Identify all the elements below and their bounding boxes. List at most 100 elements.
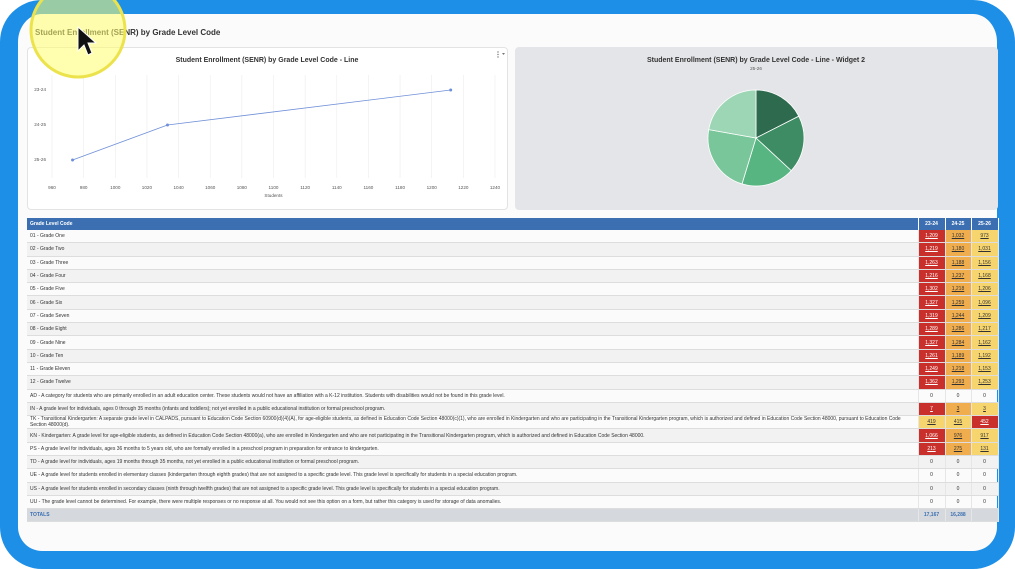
value-link[interactable]: 1,284: [951, 339, 965, 346]
value-cell: 419: [918, 415, 946, 430]
value-text: 0: [930, 459, 933, 466]
value-link[interactable]: 1,209: [978, 312, 991, 319]
x-tick-label: 1180: [395, 185, 405, 190]
pie-slice: [707, 129, 757, 185]
value-cell: 0: [945, 455, 972, 470]
value-link[interactable]: 1,261: [925, 352, 938, 359]
value-cell: 973: [971, 230, 999, 244]
value-link[interactable]: 1,327: [925, 339, 938, 346]
value-cell: 1,284: [945, 335, 972, 350]
value-link[interactable]: 973: [980, 233, 989, 240]
value-link[interactable]: 1,188: [951, 259, 965, 266]
total-cell: TOTALS: [27, 508, 919, 523]
value-link[interactable]: 1,327: [925, 299, 938, 306]
value-link[interactable]: 131: [980, 445, 989, 452]
value-link[interactable]: 1,219: [925, 246, 938, 253]
page-title: Student Enrollment (SENR) by Grade Level…: [35, 28, 221, 37]
value-link[interactable]: 1,180: [951, 246, 965, 253]
value-cell: 0: [945, 482, 972, 496]
value-link[interactable]: 1,218: [951, 366, 965, 373]
value-link[interactable]: 1,032: [951, 233, 965, 240]
value-cell: 3: [945, 402, 972, 417]
row-label: 10 - Grade Ten: [27, 349, 919, 363]
table-row: AD - A category for students who are pri…: [27, 389, 999, 403]
row-label: 05 - Grade Five: [27, 282, 919, 297]
value-link[interactable]: 1,263: [925, 259, 938, 266]
value-cell: 1,286: [945, 322, 972, 337]
table-row: 09 - Grade Nine 1,327 1,284 1,162: [27, 335, 999, 350]
value-link[interactable]: 452: [980, 419, 989, 426]
value-link[interactable]: 3: [983, 406, 986, 412]
value-cell: 7: [918, 402, 946, 417]
value-link[interactable]: 1,168: [978, 273, 991, 280]
value-link[interactable]: 1,206: [978, 286, 991, 293]
x-tick-label: 980: [80, 185, 88, 190]
value-link[interactable]: 1,237: [951, 273, 965, 280]
value-cell: 213: [918, 442, 946, 457]
widget-menu[interactable]: [497, 51, 505, 58]
value-link[interactable]: 7: [930, 406, 933, 412]
value-link[interactable]: 1,259: [951, 299, 965, 306]
value-cell: 1,216: [918, 269, 946, 284]
value-cell: 1,209: [918, 230, 946, 244]
value-cell: 0: [971, 468, 999, 483]
value-link[interactable]: 3: [956, 406, 960, 412]
value-cell: 1,209: [971, 309, 999, 324]
table-row: 02 - Grade Two 1,219 1,180 1,031: [27, 242, 999, 257]
value-link[interactable]: 1,217: [978, 326, 991, 333]
value-link[interactable]: 1,209: [925, 233, 938, 240]
y-tick-label: 24-25: [34, 122, 46, 127]
value-cell: 0: [918, 468, 946, 483]
cursor-arrow: [77, 25, 98, 56]
value-link[interactable]: 1,192: [978, 352, 991, 359]
value-cell: 0: [918, 482, 946, 496]
value-link[interactable]: 1,153: [978, 366, 991, 373]
line-widget: [27, 47, 508, 210]
table-row: 12 - Grade Twelve 1,362 1,293 1,253: [27, 375, 999, 390]
value-link[interactable]: 415: [953, 419, 963, 426]
row-label: 04 - Grade Four: [27, 269, 919, 284]
value-link[interactable]: 1,189: [951, 352, 965, 359]
value-cell: 1,096: [971, 295, 999, 310]
value-link[interactable]: 1,302: [925, 286, 938, 293]
value-cell: 0: [971, 389, 999, 403]
table-row: 07 - Grade Seven 1,319 1,244 1,209: [27, 309, 999, 324]
value-link[interactable]: 419: [927, 419, 936, 426]
value-cell: 1,218: [945, 282, 972, 297]
value-link[interactable]: 917: [980, 432, 989, 439]
value-link[interactable]: 1,216: [925, 273, 938, 280]
x-tick-label: 1120: [300, 185, 310, 190]
chart-title: Student Enrollment (SENR) by Grade Level…: [176, 57, 359, 64]
value-cell: 1,156: [971, 256, 999, 270]
value-cell: 1,217: [971, 322, 999, 337]
value-cell: 1,153: [971, 362, 999, 377]
value-cell: 976: [945, 428, 972, 443]
value-link[interactable]: 1,162: [978, 339, 991, 346]
chart-subtitle: 25-26: [750, 66, 762, 71]
value-link[interactable]: 1,218: [951, 286, 965, 293]
value-link[interactable]: 1,249: [925, 366, 938, 373]
value-link[interactable]: 1,289: [925, 326, 938, 333]
value-link[interactable]: 1,066: [925, 432, 938, 439]
value-link[interactable]: 275: [953, 445, 963, 452]
value-link[interactable]: 1,096: [978, 299, 991, 306]
value-link[interactable]: 1,362: [925, 379, 938, 386]
line-point: [449, 88, 453, 92]
data-table: Grade Level Code 23-24 24-25 25-26 01 - Gra…: [27, 218, 999, 523]
column-header: 24-25: [945, 218, 972, 230]
value-link[interactable]: 976: [953, 432, 963, 439]
value-link[interactable]: 1,253: [978, 379, 991, 386]
value-link[interactable]: 1,031: [978, 246, 991, 253]
table-row: 06 - Grade Six 1,327 1,259 1,096: [27, 295, 999, 310]
value-cell: 1,293: [945, 375, 972, 390]
value-cell: 1,192: [971, 349, 999, 363]
value-cell: 917: [971, 428, 999, 443]
value-link[interactable]: 1,286: [951, 326, 965, 333]
value-link[interactable]: 1,156: [978, 259, 991, 266]
value-link[interactable]: 1,244: [951, 312, 965, 319]
value-link[interactable]: 1,293: [951, 379, 965, 386]
value-link[interactable]: 1,319: [925, 312, 938, 319]
value-link[interactable]: 213: [927, 445, 936, 452]
value-cell: 1,289: [918, 322, 946, 337]
